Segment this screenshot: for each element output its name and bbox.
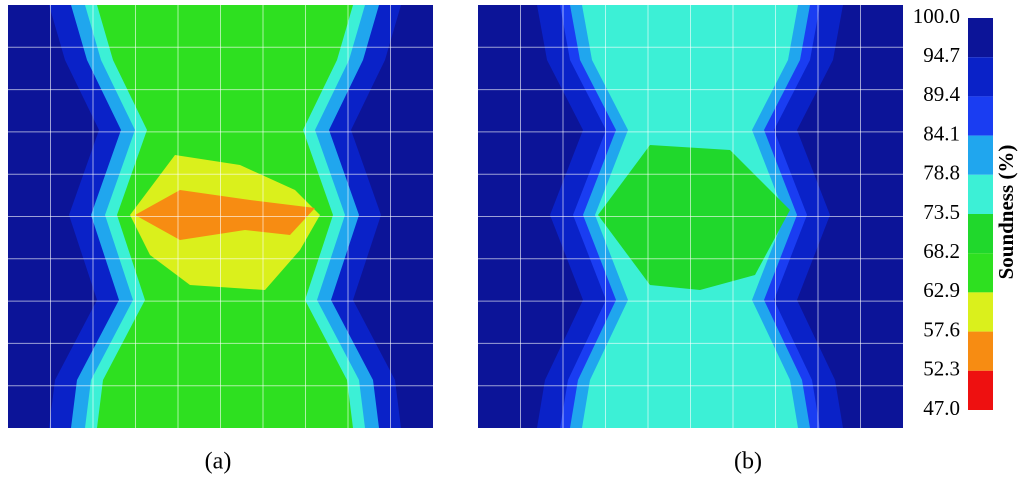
- colorbar-segment: [968, 370, 993, 410]
- colorbar-tick-label: 100.0: [913, 4, 960, 28]
- colorbar-tick-label: 89.4: [923, 82, 960, 106]
- colorbar-tick-label: 57.6: [923, 317, 960, 341]
- colorbar-tick-label: 47.0: [923, 396, 960, 420]
- colorbar-segment: [968, 174, 993, 214]
- colorbar-tick-label: 68.2: [923, 239, 960, 263]
- colorbar-segment: [968, 253, 993, 293]
- colorbar-label: Soundness (%): [994, 145, 1018, 280]
- colorbar-segment: [968, 214, 993, 254]
- colorbar-tick-label: 52.3: [923, 357, 960, 381]
- colorbar-segment: [968, 331, 993, 371]
- colorbar-tick-label: 84.1: [923, 121, 960, 145]
- contour: [135, 190, 315, 240]
- colorbar-segment: [968, 96, 993, 136]
- panel-label: (b): [734, 449, 762, 475]
- contour-panel: [8, 5, 433, 428]
- colorbar-segment: [968, 292, 993, 332]
- panel-label: (a): [205, 449, 232, 475]
- colorbar-tick-label: 78.8: [923, 161, 960, 185]
- colorbar-segment: [968, 18, 993, 58]
- contour-panel: [478, 5, 903, 428]
- colorbar-segment: [968, 57, 993, 97]
- colorbar-segment: [968, 135, 993, 175]
- colorbar-tick-label: 73.5: [923, 200, 960, 224]
- colorbar-tick-label: 62.9: [923, 278, 960, 302]
- colorbar-tick-label: 94.7: [923, 43, 960, 67]
- contour: [598, 145, 790, 290]
